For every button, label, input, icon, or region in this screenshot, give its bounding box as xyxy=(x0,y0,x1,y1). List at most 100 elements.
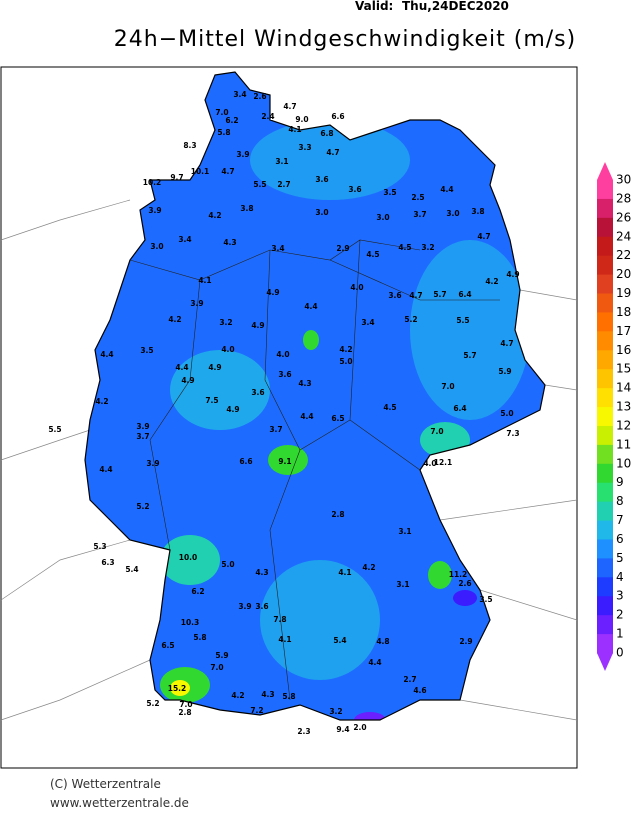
station-value: 3.6 xyxy=(255,602,268,611)
station-value: 5.4 xyxy=(125,565,138,574)
colorbar-band xyxy=(597,482,613,503)
station-value: 3.5 xyxy=(479,595,492,604)
colorbar-band xyxy=(597,369,613,389)
station-value: 2.9 xyxy=(336,244,349,253)
station-value: 2.9 xyxy=(459,637,472,646)
colorbar-band xyxy=(597,615,613,635)
copyright: (C) Wetterzentrale xyxy=(50,777,161,791)
colorbar-label: 30 xyxy=(616,173,631,187)
colorbar-band xyxy=(597,255,613,276)
colorbar-band xyxy=(597,558,613,578)
station-value: 5.4 xyxy=(333,636,346,645)
colorbar-label: 19 xyxy=(616,286,631,300)
station-value: 4.8 xyxy=(376,637,389,646)
colorbar-label: 5 xyxy=(616,551,624,565)
station-value: 3.9 xyxy=(146,459,159,468)
station-value: 9.4 xyxy=(336,725,349,734)
station-value: 5.9 xyxy=(498,367,511,376)
colorbar-band xyxy=(597,274,613,295)
colorbar-label: 14 xyxy=(616,381,631,395)
station-value: 6.6 xyxy=(239,457,252,466)
station-value: 4.9 xyxy=(226,405,239,414)
colorbar-band xyxy=(597,539,613,559)
station-value: 7.5 xyxy=(205,396,218,405)
station-value: 6.5 xyxy=(161,641,174,650)
station-value: 2.5 xyxy=(411,193,424,202)
station-value: 7.0 xyxy=(441,382,454,391)
station-value: 10.2 xyxy=(143,178,162,187)
station-value: 3.9 xyxy=(190,299,203,308)
station-value: 4.9 xyxy=(506,270,519,279)
station-value: 3.4 xyxy=(178,235,191,244)
wind-field xyxy=(85,72,545,720)
station-value: 3.0 xyxy=(315,208,328,217)
station-value: 7.0 xyxy=(430,427,443,436)
station-value: 5.3 xyxy=(93,542,106,551)
station-value: 3.6 xyxy=(278,370,291,379)
station-value: 3.4 xyxy=(271,244,284,253)
station-value: 5.5 xyxy=(253,180,266,189)
station-value: 4.5 xyxy=(366,250,379,259)
colorbar: 3028262422201918171615141312111098765432… xyxy=(597,162,631,671)
station-value: 4.0 xyxy=(221,345,234,354)
station-value: 2.4 xyxy=(261,112,274,121)
colorbar-band xyxy=(597,425,613,446)
station-value: 6.5 xyxy=(331,414,344,423)
colorbar-band xyxy=(597,331,613,351)
station-value: 4.3 xyxy=(255,568,268,577)
station-value: 3.7 xyxy=(413,210,426,219)
colorbar-label: 8 xyxy=(616,494,624,508)
colorbar-label: 11 xyxy=(616,437,631,451)
colorbar-band xyxy=(597,407,613,427)
station-value: 10.1 xyxy=(191,167,210,176)
station-value: 5.0 xyxy=(500,409,513,418)
colorbar-label: 20 xyxy=(616,267,631,281)
colorbar-label: 10 xyxy=(616,456,631,470)
station-value: 5.2 xyxy=(146,699,159,708)
colorbar-band xyxy=(597,520,613,540)
station-value: 5.5 xyxy=(48,425,61,434)
station-value: 2.3 xyxy=(297,727,310,736)
colorbar-label: 17 xyxy=(616,324,631,338)
station-value: 4.4 xyxy=(368,658,381,667)
colorbar-label: 1 xyxy=(616,627,624,641)
station-value: 4.7 xyxy=(283,102,296,111)
station-value: 2.8 xyxy=(331,510,344,519)
colorbar-label: 6 xyxy=(616,532,624,546)
station-value: 3.3 xyxy=(298,143,311,152)
station-value: 3.2 xyxy=(329,707,342,716)
station-value: 4.0 xyxy=(423,459,436,468)
station-values: 3.4 2.64.77.06.2 2.4 9.0 6.64.1 6.85.88.33.93… xyxy=(48,90,519,736)
station-value: 6.4 xyxy=(458,290,471,299)
colorbar-label: 28 xyxy=(616,191,631,205)
colorbar-label: 7 xyxy=(616,513,624,527)
station-value: 4.3 xyxy=(223,238,236,247)
colorbar-label: 18 xyxy=(616,305,631,319)
station-value: 6.6 xyxy=(331,112,344,121)
station-value: 3.6 xyxy=(348,185,361,194)
station-value: 15.2 xyxy=(168,684,187,693)
station-value: 4.3 xyxy=(298,379,311,388)
station-value: 3.9 xyxy=(148,206,161,215)
station-value: 4.4 xyxy=(99,465,112,474)
station-value: 3.6 xyxy=(251,388,264,397)
colorbar-band xyxy=(597,198,613,219)
footer-url: www.wetterzentrale.de xyxy=(50,796,189,810)
colorbar-band xyxy=(597,634,613,654)
station-value: 4.4 xyxy=(300,412,313,421)
station-value: 4.2 xyxy=(339,345,352,354)
state-borders xyxy=(129,239,500,701)
station-value: 3.1 xyxy=(398,527,411,536)
station-value: 4.0 xyxy=(276,350,289,359)
colorbar-label: 13 xyxy=(616,400,631,414)
station-value: 3.7 xyxy=(269,425,282,434)
colorbar-top xyxy=(597,162,613,180)
station-value: 4.9 xyxy=(251,321,264,330)
station-value: 2.6 xyxy=(458,579,471,588)
station-value: 3.0 xyxy=(376,213,389,222)
station-value: 4.1 xyxy=(278,635,291,644)
station-value: 4.2 xyxy=(231,691,244,700)
colorbar-label: 15 xyxy=(616,362,631,376)
valid-date: Thu,24DEC2020 xyxy=(402,0,509,13)
